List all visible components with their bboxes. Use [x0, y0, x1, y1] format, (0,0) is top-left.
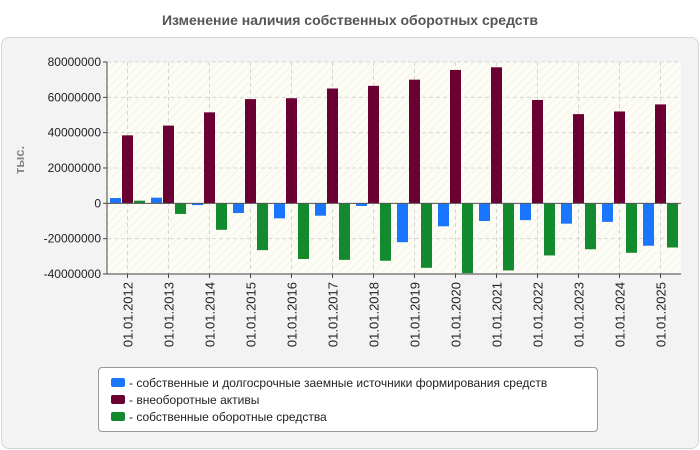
legend-item: - собственные оборотные средства	[111, 408, 597, 425]
bar-series-2	[409, 79, 420, 204]
x-tick-label: 01.01.2015	[244, 282, 259, 347]
x-tick-label: 01.01.2018	[367, 282, 382, 347]
bar-series-1	[192, 203, 203, 206]
x-tick-label: 01.01.2021	[490, 282, 505, 347]
bar-series-2	[655, 104, 666, 204]
y-tick-label: -40000000	[44, 267, 102, 281]
x-tick-label: 01.01.2012	[121, 282, 136, 347]
bar-series-1	[233, 203, 244, 214]
x-tick-label: 01.01.2017	[326, 282, 341, 347]
bar-series-1	[602, 203, 613, 222]
legend-swatch-blue	[111, 378, 125, 387]
bar-series-1	[110, 198, 121, 204]
bar-series-1	[315, 203, 326, 216]
bar-series-3	[298, 203, 309, 259]
legend-swatch-green	[111, 412, 125, 421]
bar-series-3	[257, 203, 268, 251]
bar-series-3	[585, 203, 596, 250]
legend-swatch-maroon	[111, 395, 125, 404]
y-tick-label: 80000000	[48, 55, 102, 69]
bar-series-1	[561, 203, 572, 224]
legend-label: - внеоборотные активы	[129, 392, 260, 407]
bar-series-3	[544, 203, 555, 256]
bar-series-3	[380, 203, 391, 261]
legend-label: - собственные оборотные средства	[129, 409, 327, 424]
y-tick-label: 20000000	[48, 161, 102, 175]
y-axis-label: тыс.	[12, 146, 27, 174]
bar-series-2	[614, 111, 625, 204]
bar-series-2	[491, 67, 502, 204]
bar-series-3	[503, 203, 514, 271]
bar-series-2	[204, 112, 215, 204]
bar-series-1	[520, 203, 531, 221]
legend-item: - собственные и долгосрочные заемные ист…	[111, 374, 597, 391]
y-tick-label: 40000000	[48, 126, 102, 140]
x-tick-label: 01.01.2013	[162, 282, 177, 347]
x-tick-label: 01.01.2014	[203, 282, 218, 347]
bar-series-1	[356, 203, 367, 206]
axes: 80000000 60000000 40000000 20000000 0 -200000…	[44, 55, 681, 347]
bar-series-2	[532, 99, 543, 204]
legend-label: - собственные и долгосрочные заемные ист…	[129, 375, 548, 390]
bar-series-3	[462, 203, 473, 274]
bars	[110, 67, 678, 274]
chart-title: Изменение наличия собственных оборотных …	[161, 12, 539, 28]
bar-series-1	[274, 203, 285, 219]
bar-series-1	[151, 197, 162, 204]
y-tick-label: 60000000	[48, 90, 102, 104]
legend: - собственные и долгосрочные заемные ист…	[98, 367, 598, 432]
x-tick-label: 01.01.2024	[613, 282, 628, 347]
bar-series-3	[421, 203, 432, 268]
bar-series-1	[643, 203, 654, 246]
bar-series-3	[175, 203, 186, 214]
x-tick-label: 01.01.2025	[654, 282, 669, 347]
legend-item: - внеоборотные активы	[111, 391, 597, 408]
bar-series-1	[397, 203, 408, 243]
bar-series-2	[368, 85, 379, 204]
x-tick-label: 01.01.2023	[572, 282, 587, 347]
y-tick-label: 0	[94, 196, 101, 210]
bar-series-2	[122, 135, 133, 204]
bar-series-2	[573, 114, 584, 204]
x-tick-label: 01.01.2022	[531, 282, 546, 347]
bar-series-3	[216, 203, 227, 230]
bar-series-2	[163, 125, 174, 204]
x-tick-label: 01.01.2020	[449, 282, 464, 347]
bar-series-3	[339, 203, 350, 260]
bar-series-2	[286, 98, 297, 204]
bar-series-2	[245, 99, 256, 204]
x-tick-label: 01.01.2016	[285, 282, 300, 347]
bar-series-1	[438, 203, 449, 227]
bar-series-2	[450, 69, 461, 204]
bar-series-3	[667, 203, 678, 248]
bar-series-3	[626, 203, 637, 253]
bar-series-2	[327, 88, 338, 204]
x-tick-label: 01.01.2019	[408, 282, 423, 347]
bar-series-3	[134, 200, 145, 204]
y-tick-label: -20000000	[44, 232, 102, 246]
bar-series-1	[479, 203, 490, 221]
